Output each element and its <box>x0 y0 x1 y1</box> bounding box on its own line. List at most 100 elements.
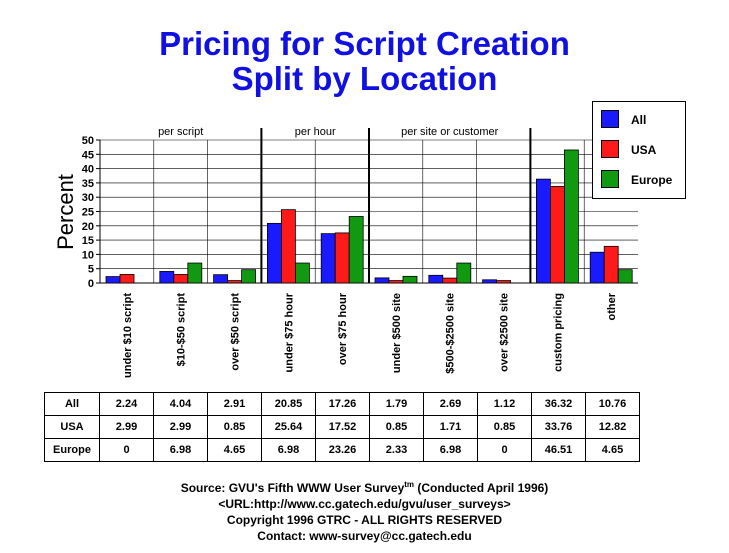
table-cell: 2.91 <box>207 392 262 416</box>
table-cell: 6.98 <box>153 438 208 462</box>
x-tick-label: other <box>606 292 618 320</box>
legend: All USA Europe <box>592 101 686 199</box>
table-cell: 2.99 <box>99 415 154 439</box>
bar-usa-0 <box>119 274 135 284</box>
table-cell: 17.52 <box>315 415 370 439</box>
bar-europe-6 <box>456 262 472 284</box>
bar-all-0 <box>105 276 121 284</box>
y-tick-label: 15 <box>82 235 94 247</box>
bar-europe-2 <box>241 269 257 284</box>
table-cell: 33.76 <box>531 415 586 439</box>
bar-europe-4 <box>348 216 364 284</box>
bar-all-4 <box>320 233 336 284</box>
x-tick-label: over $2500 site <box>499 293 511 372</box>
bar-all-7 <box>482 279 498 284</box>
table-row-label: USA <box>44 415 100 439</box>
title-line-1: Pricing for Script Creation <box>159 25 570 62</box>
footer: Source: GVU's Fifth WWW User Surveytm (C… <box>0 477 729 544</box>
table-cell: 1.71 <box>423 415 478 439</box>
y-tick-label: 0 <box>88 278 94 290</box>
table-cell: 0.85 <box>369 415 424 439</box>
table-cell: 0 <box>477 438 532 462</box>
table-cell: 4.65 <box>207 438 262 462</box>
survey-url[interactable]: <URL:http://www.cc.gatech.edu/gvu/user_s… <box>218 497 511 511</box>
bar-all-9 <box>589 251 605 284</box>
bar-all-3 <box>266 222 282 284</box>
bar-europe-1 <box>187 262 203 284</box>
table-row: All 2.24 4.04 2.91 20.85 17.26 1.79 2.69 1.12 36.… <box>44 392 640 416</box>
y-tick-label: 25 <box>82 207 94 219</box>
table-cell: 6.98 <box>261 438 316 462</box>
x-tick-label: under $10 script <box>122 293 134 378</box>
x-tick-label: over $50 script <box>230 293 242 371</box>
table-cell: 2.99 <box>153 415 208 439</box>
group-label: per hour <box>295 126 336 138</box>
source-line: Source: GVU's Fifth WWW User Surveytm (C… <box>0 477 729 496</box>
legend-label: Europe <box>631 173 673 187</box>
legend-swatch <box>601 140 619 158</box>
chart-title: Pricing for Script Creation Split by Loc… <box>0 26 729 96</box>
y-tick-label: 45 <box>82 149 94 161</box>
table-cell: 23.26 <box>315 438 370 462</box>
data-table: All 2.24 4.04 2.91 20.85 17.26 1.79 2.69 1.12 36.… <box>44 392 640 462</box>
table-cell: 17.26 <box>315 392 370 416</box>
bar-usa-9 <box>603 245 619 284</box>
x-tick-label: under $500 site <box>391 293 403 373</box>
bar-usa-3 <box>280 209 296 284</box>
table-cell: 2.24 <box>99 392 154 416</box>
bar-usa-7 <box>496 280 512 284</box>
legend-swatch <box>601 170 619 188</box>
bar-europe-5 <box>402 275 418 284</box>
y-tick-label: 50 <box>82 135 94 147</box>
source-text: Source: GVU's Fifth WWW User Survey <box>180 481 405 495</box>
title-line-2: Split by Location <box>231 60 498 97</box>
table-cell: 2.69 <box>423 392 478 416</box>
table-cell: 6.98 <box>423 438 478 462</box>
bar-all-6 <box>428 274 444 284</box>
contact-text[interactable]: Contact: www-survey@cc.gatech.edu <box>257 529 472 543</box>
copyright-text: Copyright 1996 GTRC - ALL RIGHTS RESERVE… <box>226 513 503 527</box>
bar-usa-8 <box>550 186 565 284</box>
legend-label: All <box>631 113 647 127</box>
bar-all-5 <box>374 277 390 284</box>
y-tick-label: 20 <box>82 221 94 233</box>
table-row-label: All <box>44 392 100 416</box>
table-cell: 10.76 <box>585 392 640 416</box>
table-cell: 36.32 <box>531 392 586 416</box>
table-cell: 46.51 <box>531 438 586 462</box>
table-cell: 1.12 <box>477 392 532 416</box>
x-tick-label: $10-$50 script <box>176 293 188 367</box>
tm-mark: tm <box>404 480 415 489</box>
group-label: per site or customer <box>401 126 499 138</box>
bar-usa-4 <box>334 232 350 284</box>
legend-label: USA <box>631 143 657 157</box>
bar-usa-1 <box>173 274 189 284</box>
y-tick-label: 10 <box>82 249 94 261</box>
x-tick-label: over $75 hour <box>337 292 349 365</box>
bar-all-1 <box>159 271 175 284</box>
y-axis-label: Percent <box>53 174 78 250</box>
x-tick-label: under $75 hour <box>283 292 295 372</box>
bar-all-8 <box>536 178 551 284</box>
y-tick-label: 40 <box>82 164 94 176</box>
bar-europe-3 <box>294 262 310 284</box>
x-tick-label: $500-$2500 site <box>445 293 457 374</box>
table-cell: 0.85 <box>207 415 262 439</box>
table-cell: 2.33 <box>369 438 424 462</box>
table-cell: 25.64 <box>261 415 316 439</box>
table-cell: 0.85 <box>477 415 532 439</box>
table-cell: 20.85 <box>261 392 316 416</box>
legend-swatch <box>601 110 619 128</box>
table-cell: 4.65 <box>585 438 640 462</box>
y-tick-label: 5 <box>88 264 94 276</box>
table-cell: 12.82 <box>585 415 640 439</box>
x-tick-label: custom pricing <box>552 293 564 372</box>
conducted-text: (Conducted April 1996) <box>414 481 549 495</box>
y-tick-label: 35 <box>82 178 94 190</box>
y-tick-label: 30 <box>82 192 94 204</box>
bar-europe-8 <box>564 149 579 284</box>
table-row-label: Europe <box>44 438 100 462</box>
bar-all-2 <box>213 274 229 284</box>
bar-usa-6 <box>442 277 458 284</box>
